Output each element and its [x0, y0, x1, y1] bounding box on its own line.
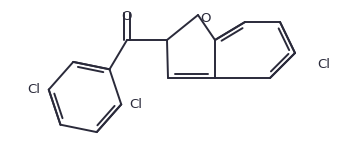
Text: Cl: Cl	[28, 83, 41, 96]
Text: Cl: Cl	[317, 58, 330, 72]
Text: O: O	[122, 10, 132, 23]
Text: Cl: Cl	[129, 98, 142, 111]
Text: O: O	[200, 12, 210, 25]
